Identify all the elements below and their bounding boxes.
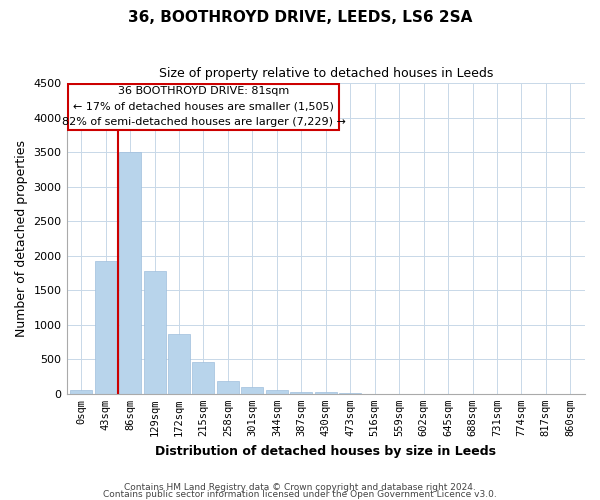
Bar <box>266 390 288 394</box>
Text: Contains public sector information licensed under the Open Government Licence v3: Contains public sector information licen… <box>103 490 497 499</box>
Text: 36, BOOTHROYD DRIVE, LEEDS, LS6 2SA: 36, BOOTHROYD DRIVE, LEEDS, LS6 2SA <box>128 10 472 25</box>
Text: 36 BOOTHROYD DRIVE: 81sqm
← 17% of detached houses are smaller (1,505)
82% of se: 36 BOOTHROYD DRIVE: 81sqm ← 17% of detac… <box>62 86 346 128</box>
Bar <box>241 387 263 394</box>
Bar <box>70 390 92 394</box>
X-axis label: Distribution of detached houses by size in Leeds: Distribution of detached houses by size … <box>155 444 496 458</box>
FancyBboxPatch shape <box>68 84 339 130</box>
Bar <box>193 362 214 394</box>
Bar <box>95 261 116 394</box>
Y-axis label: Number of detached properties: Number of detached properties <box>15 140 28 337</box>
Bar <box>290 392 313 394</box>
Bar <box>143 271 166 394</box>
Title: Size of property relative to detached houses in Leeds: Size of property relative to detached ho… <box>158 68 493 80</box>
Bar <box>168 334 190 394</box>
Bar <box>119 152 141 394</box>
Bar <box>315 392 337 394</box>
Bar <box>217 381 239 394</box>
Text: Contains HM Land Registry data © Crown copyright and database right 2024.: Contains HM Land Registry data © Crown c… <box>124 484 476 492</box>
